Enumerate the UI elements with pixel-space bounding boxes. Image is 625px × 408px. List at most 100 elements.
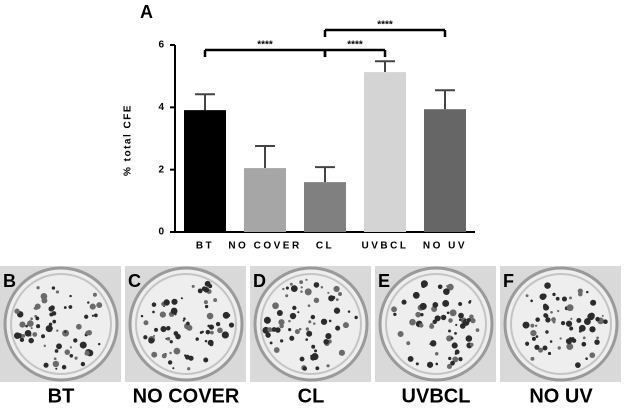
colony xyxy=(310,314,316,320)
colony xyxy=(267,327,273,333)
colony xyxy=(566,304,574,312)
colony xyxy=(222,311,230,319)
colony xyxy=(183,317,186,321)
bar xyxy=(364,72,406,233)
colony xyxy=(279,323,284,329)
photo-panel xyxy=(250,266,371,382)
colony xyxy=(92,292,97,297)
colony xyxy=(182,319,185,322)
x-tick-label: NO COVER xyxy=(228,241,301,252)
dish xyxy=(253,266,369,382)
colony xyxy=(560,321,566,326)
colony xyxy=(69,294,72,298)
colony xyxy=(153,334,156,337)
x-tick-label: CL xyxy=(316,241,334,252)
colony xyxy=(454,331,457,335)
colony xyxy=(64,349,71,355)
colony xyxy=(300,290,303,293)
colony xyxy=(55,367,58,370)
colony xyxy=(419,323,424,328)
colony xyxy=(272,302,279,310)
colony xyxy=(203,300,208,305)
photo-panel xyxy=(500,266,621,382)
colony xyxy=(443,288,450,295)
significance-label: **** xyxy=(257,40,273,51)
panel-label: NO COVER xyxy=(133,385,240,407)
colony xyxy=(325,333,332,340)
panel-label: CL xyxy=(298,385,325,407)
colony xyxy=(275,327,281,333)
colony xyxy=(449,309,457,317)
colony xyxy=(551,317,556,322)
colony xyxy=(313,322,316,325)
colony xyxy=(469,314,474,320)
colony xyxy=(299,356,305,362)
colony xyxy=(555,296,560,301)
colony xyxy=(51,286,56,290)
colony xyxy=(69,346,72,349)
colony xyxy=(578,291,583,297)
colony xyxy=(530,329,537,337)
colony xyxy=(412,291,420,299)
colony xyxy=(446,335,453,342)
colony xyxy=(320,286,324,289)
panel-letter: F xyxy=(503,271,514,291)
colony xyxy=(87,301,90,304)
colony xyxy=(595,316,600,322)
colony xyxy=(97,342,101,346)
colony xyxy=(288,328,292,332)
colony xyxy=(522,321,530,329)
colony xyxy=(589,352,596,359)
colony xyxy=(596,336,599,340)
colony xyxy=(391,306,397,313)
panel-label: BT xyxy=(48,385,75,407)
colony xyxy=(575,362,581,368)
colony xyxy=(569,326,574,331)
colony xyxy=(169,340,173,344)
colony xyxy=(594,339,600,345)
colony xyxy=(298,327,302,331)
colony xyxy=(535,317,540,322)
colony xyxy=(434,351,439,356)
colony xyxy=(96,302,103,309)
photo-panel xyxy=(125,266,246,382)
colony xyxy=(535,335,539,338)
colony xyxy=(201,330,204,334)
colony xyxy=(166,337,171,341)
colony xyxy=(347,310,351,313)
dish-rim xyxy=(260,273,362,375)
colony xyxy=(265,332,271,338)
colony xyxy=(64,330,67,333)
bar xyxy=(244,168,286,232)
colony xyxy=(186,321,190,326)
colony xyxy=(557,346,561,350)
colony xyxy=(297,311,300,314)
colony xyxy=(172,367,175,370)
colony xyxy=(469,342,474,347)
panel-letter: C xyxy=(128,271,141,291)
colony xyxy=(300,286,303,289)
colony xyxy=(470,317,476,324)
colony xyxy=(159,311,166,318)
colony xyxy=(415,362,419,366)
colony xyxy=(586,290,589,294)
colony xyxy=(435,362,439,366)
colony xyxy=(278,319,285,326)
colony xyxy=(547,351,552,356)
colony xyxy=(186,324,193,331)
colony xyxy=(175,333,181,340)
colony xyxy=(160,326,167,333)
colony xyxy=(430,340,437,347)
panel-label: UVBCL xyxy=(402,385,471,407)
colony xyxy=(21,334,26,338)
colony xyxy=(140,314,144,318)
colony xyxy=(91,314,95,317)
dish xyxy=(503,266,619,382)
colony xyxy=(69,353,74,358)
colony xyxy=(45,325,53,333)
colony xyxy=(565,320,573,327)
colony xyxy=(34,303,41,310)
colony xyxy=(397,331,404,338)
colony xyxy=(440,314,447,321)
colony xyxy=(545,330,549,334)
